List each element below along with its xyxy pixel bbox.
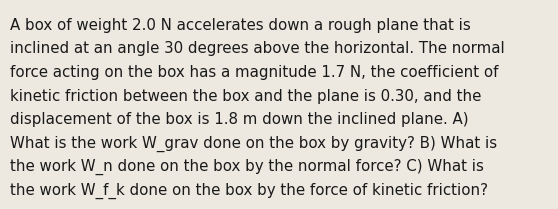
Text: the work W_f_k done on the box by the force of kinetic friction?: the work W_f_k done on the box by the fo… [10,182,488,199]
Text: A box of weight 2.0 N accelerates down a rough plane that is: A box of weight 2.0 N accelerates down a… [10,18,471,33]
Text: the work W_n done on the box by the normal force? C) What is: the work W_n done on the box by the norm… [10,159,484,175]
Text: displacement of the box is 1.8 m down the inclined plane. A): displacement of the box is 1.8 m down th… [10,112,469,127]
Text: inclined at an angle 30 degrees above the horizontal. The normal: inclined at an angle 30 degrees above th… [10,42,505,56]
Text: force acting on the box has a magnitude 1.7 N, the coefficient of: force acting on the box has a magnitude … [10,65,498,80]
Text: kinetic friction between the box and the plane is 0.30, and the: kinetic friction between the box and the… [10,88,482,103]
Text: What is the work W_grav done on the box by gravity? B) What is: What is the work W_grav done on the box … [10,135,497,152]
